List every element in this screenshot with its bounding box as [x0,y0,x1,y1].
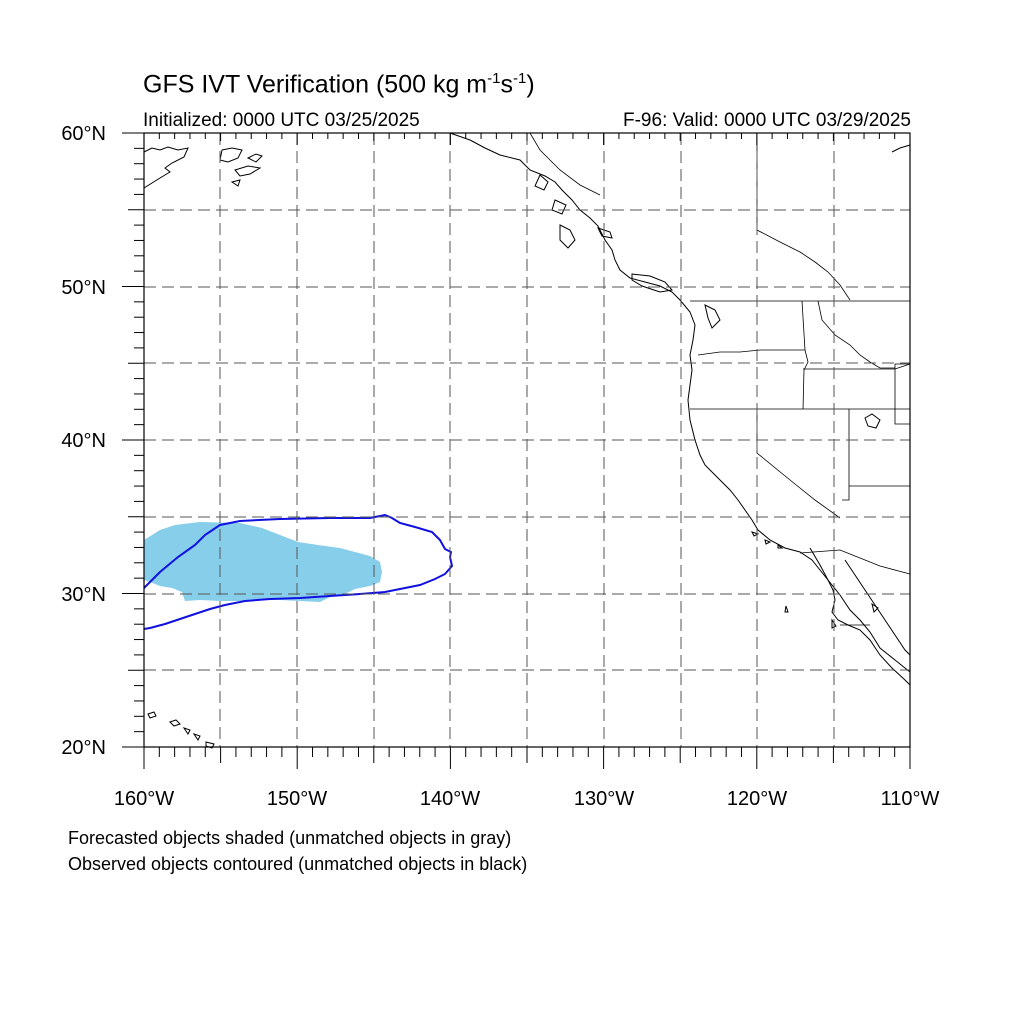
coastlines [143,132,911,749]
lat-label: 60°N [61,123,106,145]
lon-axis-labels: 160°W 150°W 140°W 130°W 120°W 110°W [114,788,940,810]
lon-label: 110°W [881,788,940,810]
lon-label: 160°W [114,788,174,810]
forecast-note: Forecasted objects shaded (unmatched obj… [68,828,512,848]
lon-label: 120°W [727,788,787,810]
lat-label: 20°N [61,737,106,759]
map-title: GFS IVT Verification (500 kg m-1s-1) [143,70,535,99]
lat-label: 50°N [61,277,106,299]
political-boundaries [529,132,911,626]
forecast-object [144,522,382,602]
lat-label: 30°N [61,584,106,606]
graticule [144,133,910,747]
lat-axis-labels: 60°N 50°N 40°N 30°N 20°N [61,123,106,759]
observed-note: Observed objects contoured (unmatched ob… [68,854,528,874]
lon-label: 150°W [267,788,327,810]
valid-time-label: F-96: Valid: 0000 UTC 03/29/2025 [623,110,911,131]
axis-ticks [122,132,911,769]
lon-label: 140°W [420,788,480,810]
legend-notes: Forecasted objects shaded (unmatched obj… [68,825,527,877]
init-time-label: Initialized: 0000 UTC 03/25/2025 [143,110,420,131]
lat-label: 40°N [61,430,106,452]
lon-label: 130°W [574,788,634,810]
